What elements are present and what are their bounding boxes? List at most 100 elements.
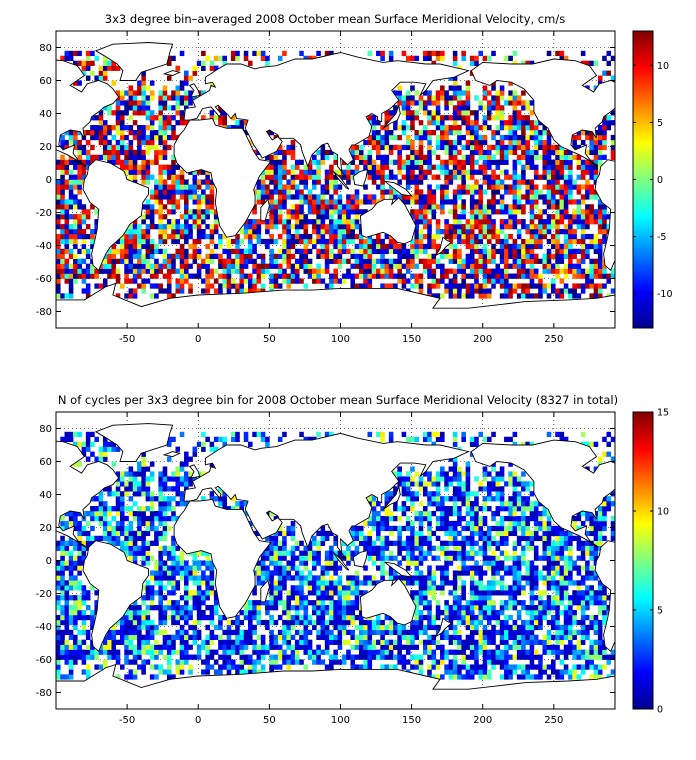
bin-cell xyxy=(414,263,420,269)
bin-cell xyxy=(120,525,125,532)
bin-cell xyxy=(397,179,402,185)
bin-cell xyxy=(77,614,82,621)
bin-cell xyxy=(209,238,215,245)
bin-cell xyxy=(94,209,99,215)
bin-cell xyxy=(184,233,189,240)
bin-cell xyxy=(260,550,266,556)
bin-cell xyxy=(294,600,300,606)
bin-cell xyxy=(307,219,313,225)
bin-cell xyxy=(358,580,364,586)
bin-cell xyxy=(320,278,326,284)
bin-cell xyxy=(175,164,181,170)
bin-cell xyxy=(422,134,428,141)
bin-cell xyxy=(64,590,70,596)
bin-cell xyxy=(273,585,279,591)
bin-cell xyxy=(149,471,155,477)
bin-cell xyxy=(294,659,300,665)
bin-cell xyxy=(115,629,121,636)
bin-cell xyxy=(431,130,437,136)
bin-cell xyxy=(529,263,535,269)
bin-cell xyxy=(546,169,552,175)
bin-cell xyxy=(73,540,78,546)
bin-cell xyxy=(184,610,189,616)
bin-cell xyxy=(299,639,304,645)
bin-cell xyxy=(252,248,257,255)
bin-cell xyxy=(516,154,522,160)
bin-cell xyxy=(85,55,91,61)
bin-cell xyxy=(111,634,117,640)
bin-cell xyxy=(60,224,65,230)
bin-cell xyxy=(90,515,95,522)
bin-cell xyxy=(149,644,155,650)
bin-cell xyxy=(132,273,138,279)
bin-cell xyxy=(252,605,257,611)
bin-cell xyxy=(393,273,398,279)
bin-cell xyxy=(316,50,321,57)
bin-cell xyxy=(469,134,475,141)
bin-cell xyxy=(457,125,462,131)
bin-cell xyxy=(320,204,326,210)
bin-cell xyxy=(226,629,232,636)
bin-cell xyxy=(162,550,168,556)
bin-cell xyxy=(115,619,121,626)
bin-cell xyxy=(158,105,163,111)
bin-cell xyxy=(77,610,82,616)
bin-cell xyxy=(60,674,65,680)
bin-cell xyxy=(568,174,573,180)
bin-cell xyxy=(98,446,104,452)
bin-cell xyxy=(316,219,321,225)
bin-cell xyxy=(158,560,163,566)
bin-cell xyxy=(529,214,535,220)
bin-cell xyxy=(482,258,488,264)
bin-cell xyxy=(73,278,78,284)
bin-cell xyxy=(107,144,112,151)
bin-cell xyxy=(486,179,492,185)
bin-cell xyxy=(213,590,219,596)
bin-cell xyxy=(329,614,334,621)
bin-cell xyxy=(56,560,61,566)
bin-cell xyxy=(184,278,189,284)
bin-cell xyxy=(367,654,373,660)
bin-cell xyxy=(299,224,304,230)
bin-cell xyxy=(149,491,155,497)
bin-cell xyxy=(141,486,146,492)
bin-cell xyxy=(568,169,573,175)
bin-cell xyxy=(354,545,360,551)
bin-cell xyxy=(533,283,539,289)
bin-cell xyxy=(525,194,530,200)
bin-cell xyxy=(201,263,206,269)
bin-cell xyxy=(346,248,351,255)
bin-cell xyxy=(444,288,449,294)
bin-cell xyxy=(56,570,61,576)
bin-cell xyxy=(341,654,347,660)
bin-cell xyxy=(593,164,599,170)
bin-cell xyxy=(60,644,65,650)
bin-cell xyxy=(563,189,569,195)
bin-cell xyxy=(230,644,236,650)
bin-cell xyxy=(60,575,65,581)
bin-cell xyxy=(384,110,390,116)
bin-cell xyxy=(145,486,151,492)
bin-cell xyxy=(256,224,262,230)
bin-cell xyxy=(307,258,313,264)
bin-cell xyxy=(286,634,291,640)
bin-cell xyxy=(299,634,304,640)
bin-cell xyxy=(94,130,99,136)
bin-cell xyxy=(282,605,287,611)
bin-cell xyxy=(56,253,61,259)
bin-cell xyxy=(538,194,543,200)
bin-cell xyxy=(201,258,206,264)
bin-cell xyxy=(516,95,522,101)
bin-cell xyxy=(474,248,479,255)
bin-cell xyxy=(350,629,356,636)
bin-cell xyxy=(137,624,142,631)
bin-cell xyxy=(226,268,232,274)
bin-cell xyxy=(171,293,176,299)
bin-cell xyxy=(384,283,390,289)
bin-cell xyxy=(120,115,125,121)
bin-cell xyxy=(444,184,449,190)
bin-cell xyxy=(166,184,172,190)
bin-cell xyxy=(329,199,334,205)
bin-cell xyxy=(299,570,304,576)
